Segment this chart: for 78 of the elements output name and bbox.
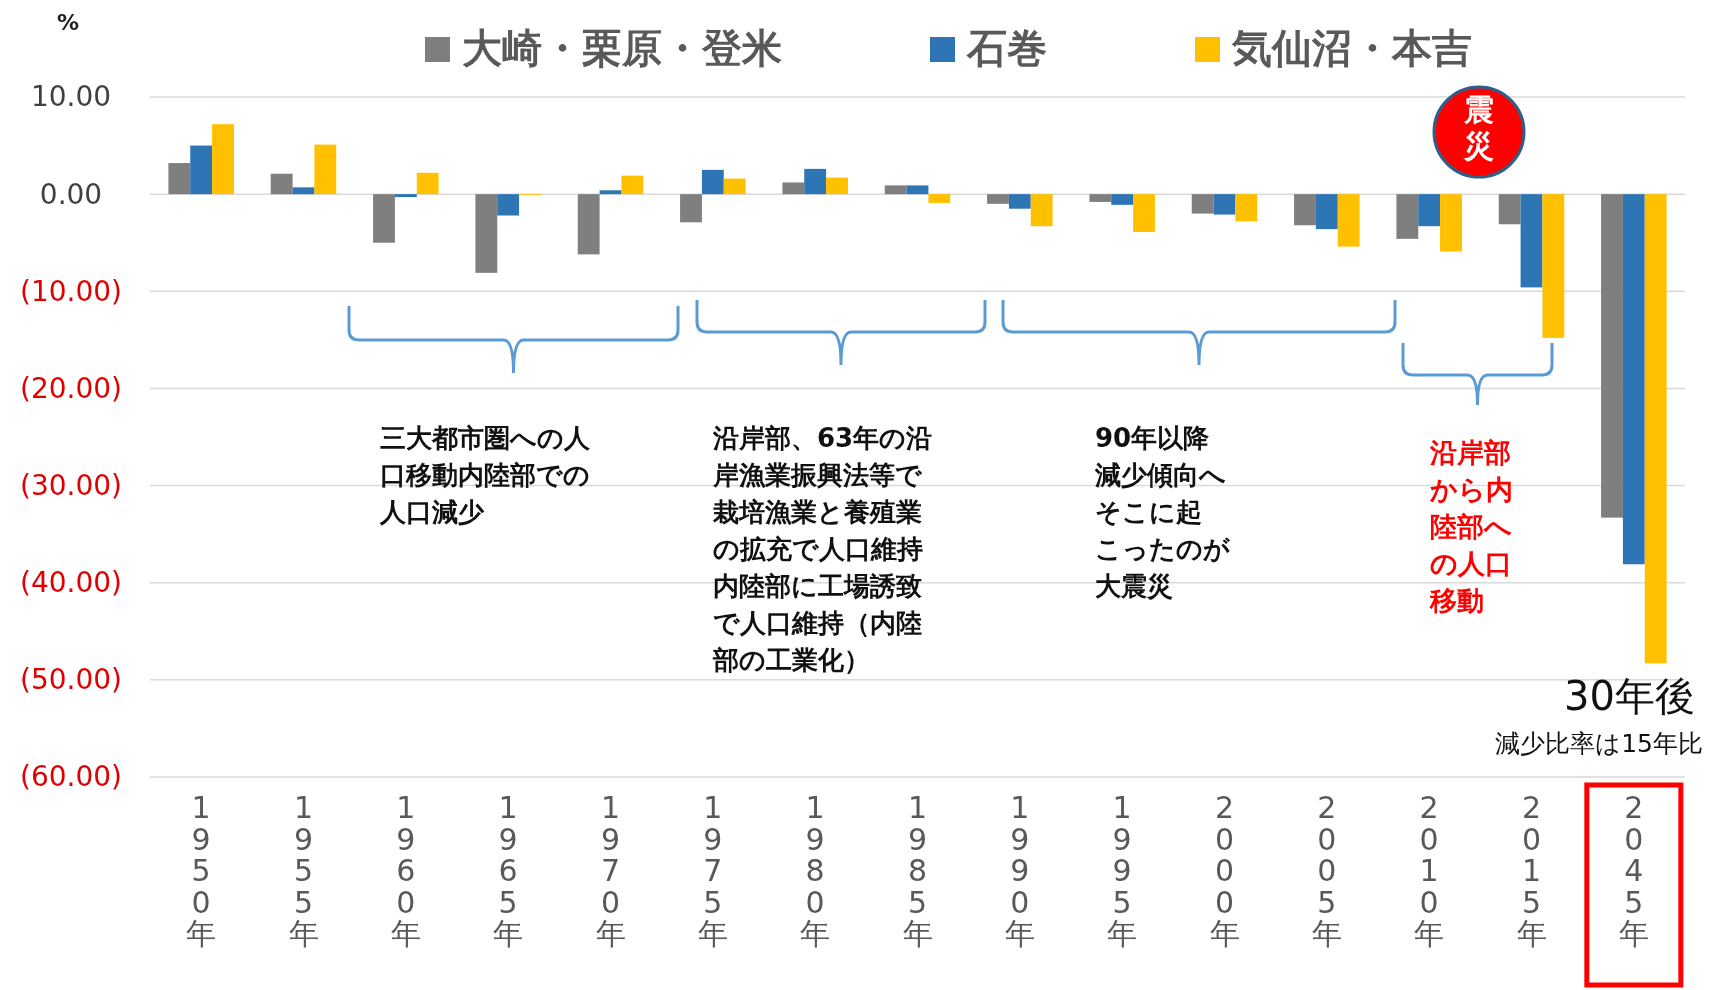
bar [314,144,337,195]
bar [804,168,827,195]
y-tick-label: (40.00) [19,566,123,600]
bar [292,187,315,195]
legend-label: 石巻 [966,25,1047,71]
x-tick-label: 1950年 [186,790,217,951]
legend-label: 大崎・栗原・登米 [462,25,782,71]
bar [1396,194,1419,239]
bar [1294,194,1316,226]
annotation: 沿岸部から内陸部への人口移動 [1429,437,1513,616]
bar [168,163,191,195]
bar [782,182,805,195]
annotation: 三大都市圏への人口移動内陸部での人口減少 [379,423,591,527]
bar [1542,194,1565,338]
annotation: 減少比率は15年比 [1495,729,1703,758]
y-tick-label: (10.00) [19,274,123,308]
bar [826,177,848,195]
x-tick-label: 2010年 [1414,790,1445,951]
bar [1111,194,1134,205]
bar [270,173,293,195]
bar [1337,194,1360,247]
x-tick-label: 1980年 [800,790,831,951]
y-tick-label: 0.00 [39,177,103,211]
bar [1235,194,1258,222]
bar [497,194,520,216]
y-tick-label: (20.00) [19,371,123,405]
bar [928,194,951,203]
bar [577,194,600,255]
bar [1440,194,1462,252]
bar [416,172,439,195]
x-tick-label: 1970年 [595,790,626,951]
x-tick-label: 1965年 [493,790,524,951]
bar [1133,194,1155,233]
y-tick-label: (30.00) [19,469,123,503]
bar [723,178,746,195]
bar [1601,194,1623,518]
bar [621,175,644,195]
x-tick-label: 1995年 [1107,790,1138,951]
x-tick-label: 2000年 [1209,790,1240,951]
bar [987,194,1009,204]
y-tick-label: 10.00 [30,80,112,114]
bar [884,185,907,195]
x-tick-label: 1955年 [288,790,319,951]
x-tick-label: 2015年 [1516,790,1547,951]
x-tick-label: 2045年 [1618,790,1649,951]
bar [701,169,724,195]
bar [599,190,622,195]
bar [1498,194,1521,225]
y-tick-label: (50.00) [19,663,123,697]
annotation: 30年後 [1564,673,1695,719]
y-axis-title: % [56,10,80,35]
bar [475,194,498,273]
annotation: 沿岸部、63年の沿岸漁業振興法等で栽培漁業と養殖業の拡充で人口維持内陸部に工場誘致で人口維持（内陸部の工業化） [712,423,933,675]
bar [1089,194,1112,202]
bar [1213,194,1236,215]
bar [190,145,213,195]
bar [1622,194,1645,565]
bar [1418,194,1441,227]
x-tick-label: 1985年 [902,790,933,951]
annotation: 震災 [1463,92,1494,163]
bar [680,194,702,223]
bar [906,185,929,195]
x-tick-label: 1975年 [697,790,728,951]
x-tick-label: 1960年 [390,790,421,951]
legend-label: 気仙沼・本吉 [1231,25,1472,71]
x-tick-label: 2005年 [1311,790,1342,951]
y-tick-label: (60.00) [19,760,123,794]
bar [373,194,395,243]
bar [1030,194,1053,227]
bar [1315,194,1338,230]
bar [1644,194,1667,664]
bar [1008,194,1031,209]
annotation: 90年以降減少傾向へそこに起こったのが大震災 [1094,423,1231,601]
bar [1191,194,1214,214]
bar [212,124,234,195]
x-tick-label: 1990年 [1004,790,1035,951]
bar [1520,194,1543,288]
bar [394,194,417,198]
